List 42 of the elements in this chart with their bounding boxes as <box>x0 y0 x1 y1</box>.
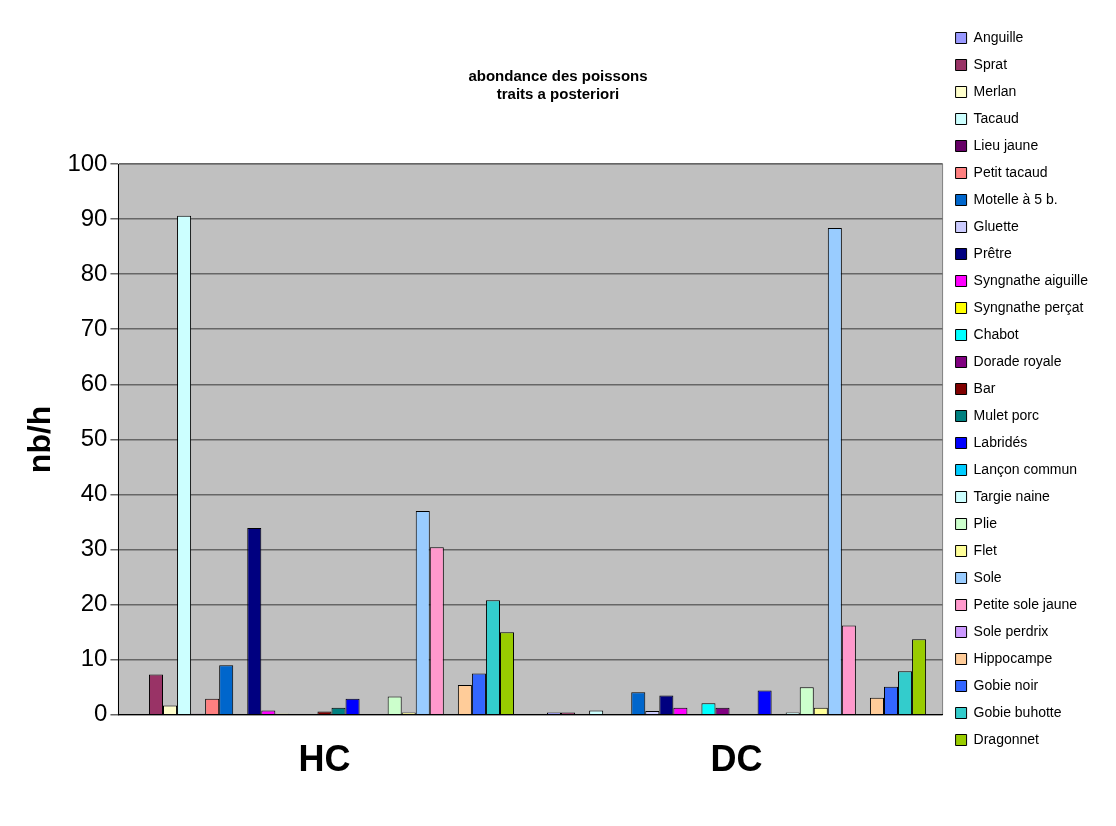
legend-label: Gobie buhotte <box>973 703 1062 720</box>
legend-label: Lançon commun <box>973 460 1078 477</box>
y-tick-label: 90 <box>80 203 108 231</box>
legend-label: Petite sole jaune <box>973 595 1078 612</box>
y-tick-label: 50 <box>80 424 108 452</box>
legend-label: Lieu jaune <box>973 136 1039 153</box>
legend-label: Anguille <box>973 28 1024 45</box>
legend-label: Plie <box>973 514 998 531</box>
y-tick-label: 100 <box>67 148 108 176</box>
y-tick-label: 40 <box>80 479 108 507</box>
legend-label: Motelle à 5 b. <box>973 190 1058 207</box>
y-tick-label: 20 <box>80 589 108 617</box>
legend-label: Sole <box>973 568 1002 585</box>
x-tick-label: HC <box>298 738 351 780</box>
legend-label: Flet <box>973 541 998 558</box>
legend-label: Gluette <box>973 217 1019 234</box>
legend-label: Syngnathe aiguille <box>973 271 1089 288</box>
y-tick-label: 80 <box>80 258 108 286</box>
y-tick-label: 70 <box>80 313 108 341</box>
legend-label: Petit tacaud <box>973 163 1048 180</box>
legend-label: Hippocampe <box>973 649 1053 666</box>
y-tick-label: 60 <box>80 368 108 396</box>
legend-label: Prêtre <box>973 244 1012 261</box>
legend-label: Dorade royale <box>973 352 1062 369</box>
legend-label: Gobie noir <box>973 676 1039 693</box>
legend-label: Sprat <box>973 55 1008 72</box>
y-axis-title: nb/h <box>21 405 58 474</box>
y-tick-label: 10 <box>80 644 108 672</box>
legend-label: Targie naine <box>973 487 1051 504</box>
x-tick-label: DC <box>710 738 763 780</box>
legend-label: Sole perdrix <box>973 622 1049 639</box>
legend-label: Bar <box>973 379 996 396</box>
legend-label: Chabot <box>973 325 1019 342</box>
y-tick-label: 0 <box>94 699 108 727</box>
y-tick-label: 30 <box>80 534 108 562</box>
legend-label: Labridés <box>973 433 1028 450</box>
legend-label: Syngnathe perçat <box>973 298 1084 315</box>
legend-label: Mulet porc <box>973 406 1039 423</box>
legend-label: Tacaud <box>973 109 1019 126</box>
legend-label: Dragonnet <box>973 730 1040 747</box>
chart-title: abondance des poissons traits a posteriori <box>468 67 648 103</box>
legend-label: Merlan <box>973 82 1017 99</box>
